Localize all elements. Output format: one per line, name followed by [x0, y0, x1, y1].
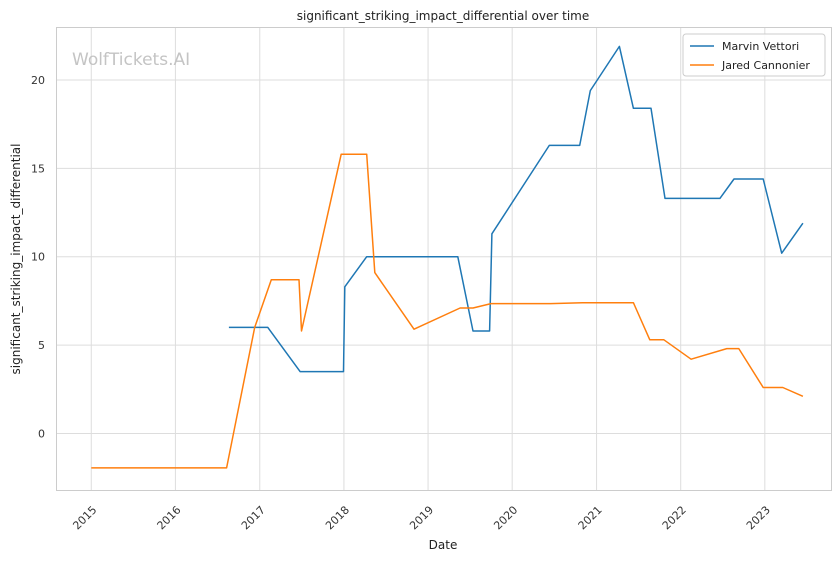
series-lines: [91, 45, 804, 469]
plot-frame: [56, 27, 832, 491]
y-tick-label: 10: [31, 251, 45, 264]
grid: [56, 27, 831, 490]
legend-label-jared-cannonier: Jared Cannonier: [721, 59, 810, 72]
legend-box: [682, 33, 826, 77]
watermark: WolfTickets.AI: [72, 50, 190, 70]
series-line-marvin-vettori: [228, 45, 804, 373]
y-axis-label: significant_striking_impact_differential: [9, 144, 23, 375]
y-axis-ticks: 0 5 10 15 20: [31, 74, 45, 440]
chart-title: significant_striking_impact_differential…: [297, 9, 589, 23]
legend-label-marvin-vettori: Marvin Vettori: [722, 40, 799, 53]
y-tick-label: 0: [38, 427, 45, 440]
y-tick-label: 15: [31, 162, 45, 175]
legend: Marvin Vettori Jared Cannonier: [682, 33, 826, 77]
y-tick-label: 20: [31, 74, 45, 87]
x-axis-label: Date: [429, 538, 458, 552]
y-tick-label: 5: [38, 339, 45, 352]
series-line-jared-cannonier: [91, 153, 804, 469]
